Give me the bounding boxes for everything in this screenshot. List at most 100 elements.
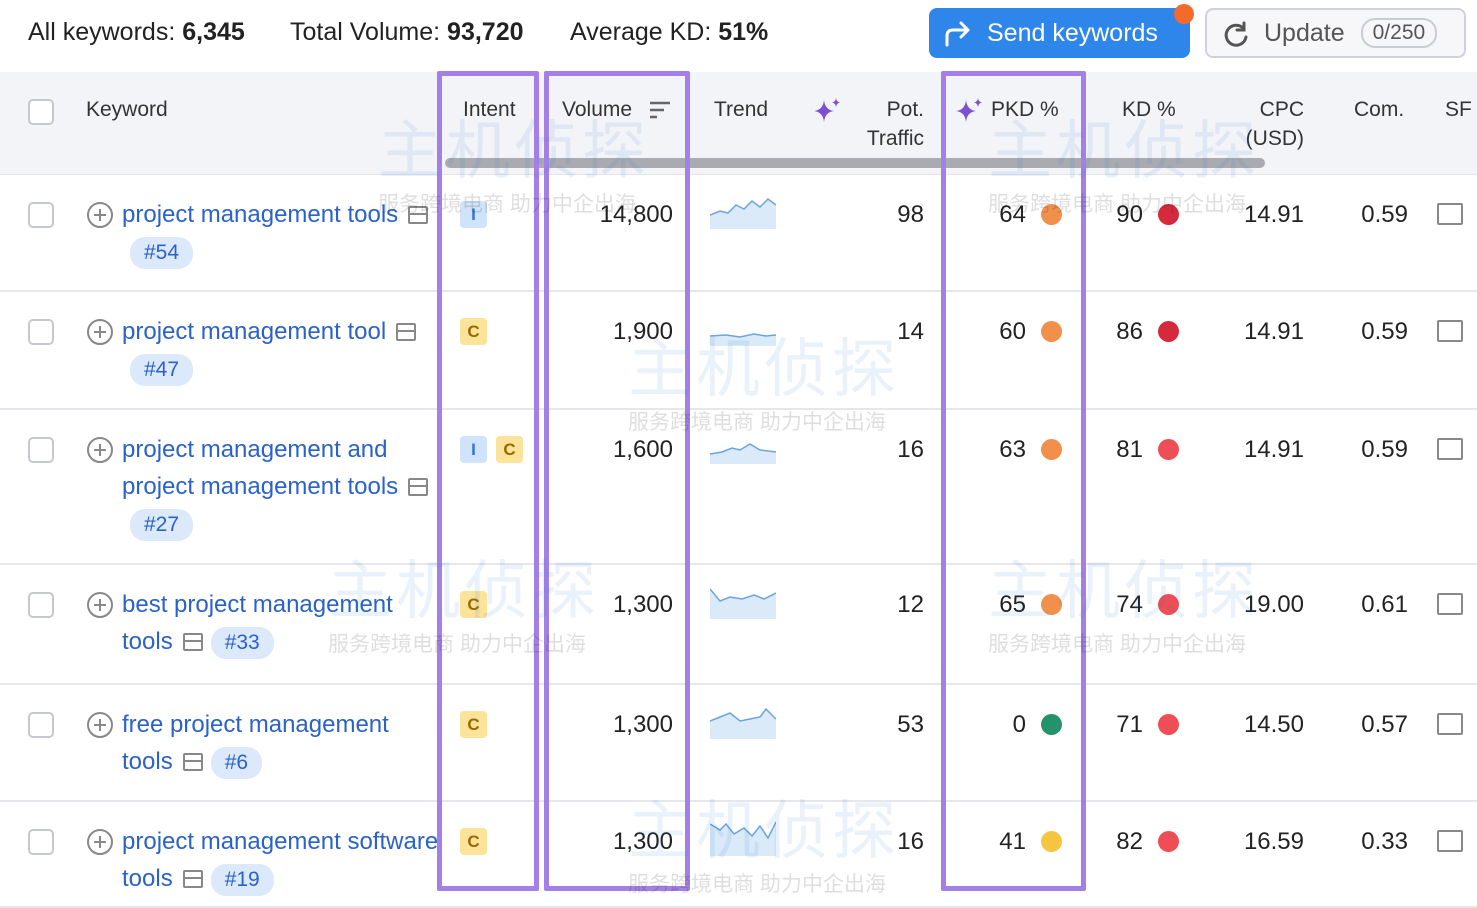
- row-checkbox[interactable]: [28, 202, 54, 228]
- keyword-cell: project management software tools #19: [122, 823, 440, 897]
- serp-icon: [396, 323, 417, 341]
- add-icon[interactable]: [86, 828, 114, 856]
- pkd: 65: [999, 591, 1026, 618]
- keyword-cell: project management and project managemen…: [122, 431, 440, 542]
- add-icon[interactable]: [86, 591, 114, 619]
- volume: 1,300: [612, 711, 673, 738]
- pkd-dot: [1041, 714, 1062, 735]
- watermark-subtitle: 服务跨境电商 助力中企出海: [988, 193, 1246, 216]
- competition: 0.59: [1361, 436, 1408, 463]
- competition: 0.57: [1361, 711, 1408, 738]
- refresh-icon: [1224, 21, 1248, 47]
- keyword-link[interactable]: project management tool: [122, 318, 387, 345]
- value: 93,720: [447, 18, 524, 46]
- trend-sparkline: [710, 588, 776, 619]
- intent-badge: C: [460, 828, 487, 855]
- cpc: 14.50: [1243, 711, 1304, 738]
- keyword-cell: best project management tools #33: [122, 586, 440, 660]
- share-icon: [945, 21, 970, 47]
- serp-features-icon[interactable]: [1437, 203, 1463, 225]
- watermark-subtitle: 服务跨境电商 助力中企出海: [378, 193, 636, 216]
- table-header: Keyword Intent Volume Trend Pot. Traffic…: [0, 72, 1477, 175]
- trend-sparkline: [710, 821, 776, 856]
- add-icon[interactable]: [86, 201, 114, 229]
- kd: 90: [1116, 201, 1143, 228]
- update-button[interactable]: Update 0/250: [1205, 8, 1466, 58]
- row-checkbox[interactable]: [28, 712, 54, 738]
- cpc: 19.00: [1243, 591, 1304, 618]
- keyword-link[interactable]: project management software tools: [122, 828, 439, 892]
- average-kd: Average KD: 51%: [570, 18, 768, 47]
- kd-dot: [1158, 594, 1179, 615]
- keyword-link[interactable]: project management and project managemen…: [122, 436, 399, 500]
- notification-dot: [1174, 4, 1194, 24]
- pot-traffic: 16: [897, 828, 924, 855]
- pkd: 0: [1012, 711, 1026, 738]
- value: 6,345: [182, 18, 245, 46]
- intent-badge: C: [460, 591, 487, 618]
- send-button[interactable]: Send keywords: [929, 8, 1190, 58]
- watermark-title: 主机侦探: [988, 555, 1260, 627]
- table-row: project management tools #54 I 14,800 98 64 90…: [0, 175, 1477, 292]
- col-cpc: CPC (USD): [1245, 98, 1304, 150]
- all-keywords: All keywords: 6,345: [28, 18, 245, 47]
- kd-dot: [1158, 831, 1179, 852]
- row-checkbox[interactable]: [28, 437, 54, 463]
- watermark-title: 主机侦探: [988, 115, 1260, 187]
- serp-icon: [182, 870, 203, 888]
- volume: 14,800: [599, 201, 673, 228]
- watermark-subtitle: 服务跨境电商 助力中企出海: [628, 873, 886, 896]
- serp-features-icon[interactable]: [1437, 438, 1463, 460]
- serp-features-icon[interactable]: [1437, 713, 1463, 735]
- serp-icon: [182, 633, 203, 651]
- pot-traffic: 53: [897, 711, 924, 738]
- kd-dot: [1158, 714, 1179, 735]
- label: Total Volume:: [290, 18, 441, 46]
- value: 51%: [718, 18, 769, 46]
- pkd: 41: [999, 828, 1026, 855]
- serp-features-icon[interactable]: [1437, 320, 1463, 342]
- sort-icon: [650, 101, 670, 119]
- trend-sparkline: [710, 707, 776, 739]
- cpc: 14.91: [1243, 436, 1304, 463]
- position-badge: #54: [130, 237, 194, 269]
- pkd-dot: [1041, 831, 1062, 852]
- competition: 0.61: [1361, 591, 1408, 618]
- add-icon[interactable]: [86, 318, 114, 346]
- cpc: 14.91: [1243, 318, 1304, 345]
- pot-traffic: 98: [897, 201, 924, 228]
- keyword-link[interactable]: free project management tools: [122, 711, 389, 775]
- row-checkbox[interactable]: [28, 829, 54, 855]
- keyword-cell: free project management tools #6: [122, 706, 440, 780]
- row-checkbox[interactable]: [28, 319, 54, 345]
- position-badge: #47: [130, 354, 194, 386]
- add-icon[interactable]: [86, 711, 114, 739]
- serp-features-icon[interactable]: [1437, 593, 1463, 615]
- keyword-link[interactable]: best project management tools: [122, 591, 393, 655]
- competition: 0.59: [1361, 318, 1408, 345]
- row-checkbox[interactable]: [28, 592, 54, 618]
- volume: 1,300: [612, 591, 673, 618]
- keyword-link[interactable]: project management tools: [122, 201, 399, 228]
- table-row: best project management tools #33 C 1,300 12…: [0, 565, 1477, 685]
- select-all[interactable]: [28, 99, 54, 125]
- scrollbar[interactable]: [445, 158, 1265, 168]
- col-volume[interactable]: Volume: [562, 98, 633, 121]
- intent-badge: C: [460, 711, 487, 738]
- pkd: 60: [999, 318, 1026, 345]
- label: All keywords:: [28, 18, 176, 46]
- col-pot-traffic: Pot. Traffic: [866, 98, 924, 150]
- serp-features-icon[interactable]: [1437, 830, 1463, 852]
- watermark-title: 主机侦探: [628, 333, 900, 405]
- table-row: free project management tools #6 C 1,300 53 0…: [0, 685, 1477, 802]
- table-row: project management and project managemen…: [0, 410, 1477, 565]
- pot-traffic: 14: [897, 318, 924, 345]
- kd: 74: [1116, 591, 1143, 618]
- intent-cell: C: [460, 591, 496, 618]
- position-badge: #6: [210, 747, 263, 779]
- kd-dot: [1158, 321, 1179, 342]
- add-icon[interactable]: [86, 436, 114, 464]
- sparkle-icon: [956, 98, 982, 122]
